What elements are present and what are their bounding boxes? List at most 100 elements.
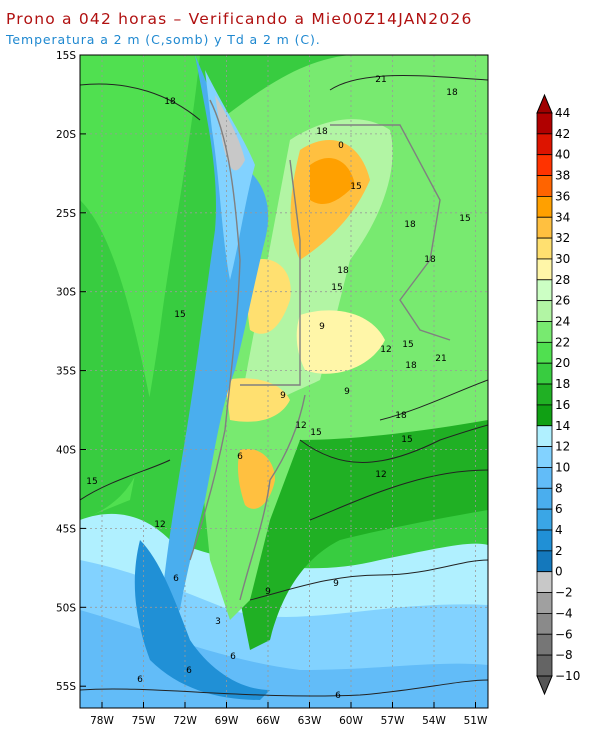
axes: 15S 20S 25S 30S 35S 40S 45S 50S 55S 78W 75W 72W 69W 6… <box>56 50 488 727</box>
lat-label: 30S <box>56 287 76 299</box>
colorbar-segment <box>536 404 553 427</box>
colorbar-label: 2 <box>555 544 563 558</box>
colorbar-segment <box>536 487 553 510</box>
colorbar-segment <box>536 216 553 239</box>
colorbar-segment <box>536 613 553 635</box>
contour-label: 15 <box>401 435 412 445</box>
colorbar-segment <box>536 279 553 302</box>
colorbar-segment <box>536 175 553 197</box>
colorbar-label: 10 <box>555 460 570 474</box>
colorbar-bottom-arrow <box>536 675 553 696</box>
lat-label: 45S <box>56 523 76 535</box>
contour-label: 15 <box>459 214 470 224</box>
map-subtitle: Temperatura a 2 m (C,somb) y Td a 2 m (C… <box>6 32 321 47</box>
colorbar-label: −6 <box>555 627 573 641</box>
colorbar-label: 8 <box>555 481 563 495</box>
contour-label: 18 <box>405 361 417 371</box>
contour-label: 15 <box>174 310 185 320</box>
contour-label: 6 <box>237 452 243 462</box>
lon-label: 51W <box>464 715 488 727</box>
colorbar-label: 32 <box>555 231 570 245</box>
colorbar-label: 26 <box>555 294 570 308</box>
lon-label: 78W <box>90 715 114 727</box>
lat-label: 50S <box>56 602 76 614</box>
contour-label: 12 <box>375 470 386 480</box>
colorbar-segment <box>536 383 553 406</box>
lon-label: 69W <box>215 715 239 727</box>
contour-label: 6 <box>173 574 179 584</box>
lat-label: 20S <box>56 129 76 141</box>
colorbar-label: −8 <box>555 648 573 662</box>
contour-label: 18 <box>395 411 407 421</box>
temperature-field <box>80 55 488 708</box>
lon-label: 60W <box>339 715 363 727</box>
colorbar-segment <box>536 300 553 322</box>
contour-label: 15 <box>310 428 321 438</box>
lat-label: 15S <box>56 50 76 62</box>
colorbar-segment <box>536 550 553 573</box>
colorbar-segment <box>536 341 553 364</box>
colorbar-label: 18 <box>555 377 570 391</box>
contour-label: 18 <box>424 255 436 265</box>
contour-label: 15 <box>350 182 361 192</box>
contour-label: 9 <box>333 579 339 589</box>
colorbar-label: 0 <box>555 565 563 579</box>
colorbar-label: 12 <box>555 440 570 454</box>
colorbar-top-arrow <box>536 93 553 114</box>
contour-label: 18 <box>337 266 349 276</box>
contour-label: 6 <box>137 675 143 685</box>
colorbar-segment <box>536 112 553 135</box>
colorbar-segment <box>536 571 553 593</box>
colorbar-label: 34 <box>555 210 570 224</box>
colorbar-label: −10 <box>555 669 580 683</box>
contour-label: 9 <box>344 387 350 397</box>
colorbar-label: 24 <box>555 315 570 329</box>
colorbar-segment <box>536 467 553 489</box>
colorbar-segment <box>536 446 553 468</box>
contour-labels: 21 18 18 18 0 15 15 18 18 18 15 15 9 12 15 21 18 9 9 18 12 15… <box>86 75 470 701</box>
contour-label: 18 <box>316 127 328 137</box>
contour-label: 3 <box>215 617 221 627</box>
contour-label: 12 <box>295 421 306 431</box>
colorbar-label: 16 <box>555 398 570 412</box>
contour-label: 9 <box>265 587 271 597</box>
colorbar-segment <box>536 362 553 385</box>
colorbar-label: 22 <box>555 335 570 349</box>
colorbar-label: 6 <box>555 502 563 516</box>
colorbar-label: 40 <box>555 148 570 162</box>
colorbar-label: 20 <box>555 356 570 370</box>
contour-label: 6 <box>335 691 341 701</box>
lat-label: 35S <box>56 366 76 378</box>
colorbar-label: 36 <box>555 189 570 203</box>
contour-label: 15 <box>331 283 342 293</box>
colorbar-label: −4 <box>555 606 573 620</box>
contour-label: 18 <box>446 88 458 98</box>
colorbar-segment <box>536 195 553 218</box>
colorbar-segment <box>536 654 553 677</box>
colorbar-segment <box>536 133 553 156</box>
map-frame <box>79 54 489 709</box>
lon-label: 75W <box>132 715 156 727</box>
contour-label: 0 <box>338 141 344 151</box>
colorbar-segment <box>536 633 553 656</box>
colorbar-segment <box>536 592 553 614</box>
contour-label: 15 <box>86 477 97 487</box>
lon-label: 54W <box>422 715 446 727</box>
lat-label: 40S <box>56 445 76 457</box>
colorbar-segment <box>536 321 553 343</box>
colorbar-segment <box>536 237 553 260</box>
colorbar-label: 4 <box>555 523 563 537</box>
contour-label: 18 <box>404 220 416 230</box>
contour-label: 21 <box>435 354 446 364</box>
temperature-colorbar: 4442403836343230282624222018161412108642… <box>536 93 580 696</box>
colorbar-label: 42 <box>555 127 570 141</box>
contour-label: 12 <box>380 345 391 355</box>
lat-label: 25S <box>56 208 76 220</box>
colorbar-label: −2 <box>555 586 573 600</box>
lon-label: 63W <box>298 715 322 727</box>
lat-label: 55S <box>56 681 76 693</box>
colorbar-label: 30 <box>555 252 570 266</box>
colorbar-segment <box>536 258 553 281</box>
contour-label: 15 <box>402 340 413 350</box>
